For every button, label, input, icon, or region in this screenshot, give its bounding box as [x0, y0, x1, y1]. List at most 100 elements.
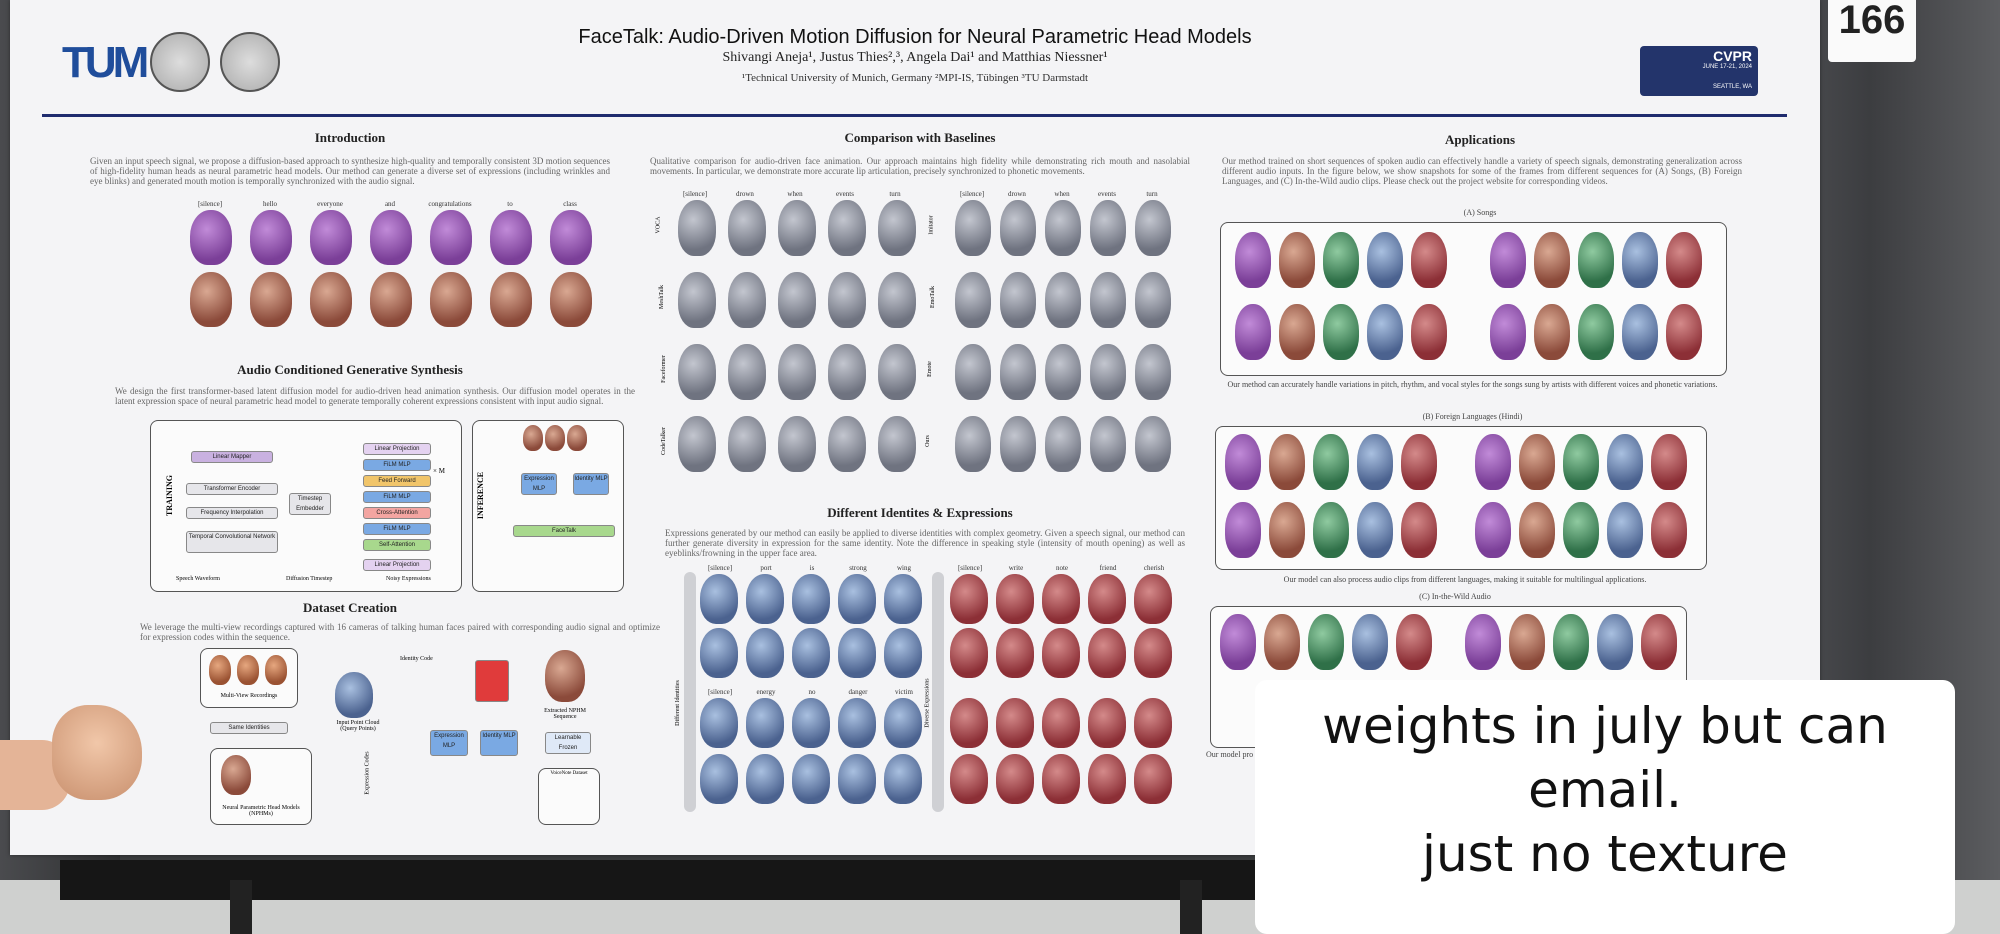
comparison-word: [silence]: [682, 190, 708, 198]
identity-mlp-block: Identity MLP: [573, 473, 609, 495]
head-render: [1563, 502, 1599, 558]
identities-title: Different Identites & Expressions: [827, 505, 1013, 520]
extracted-nphm-head: [545, 650, 585, 702]
poster-affiliations: ¹Technical University of Munich, Germany…: [741, 72, 1089, 84]
person-hand: [52, 705, 142, 800]
head-render: [678, 344, 716, 400]
film-mlp-block: FiLM MLP: [363, 523, 431, 535]
head-render: [1045, 344, 1081, 400]
comparison-word: turn: [1146, 190, 1158, 198]
head-render: [490, 210, 532, 265]
head-render: [792, 628, 830, 678]
head-render: [746, 698, 784, 748]
diverse-expressions-label: Diverse Expressions: [924, 678, 931, 728]
head-render: [878, 272, 916, 328]
head-render: [1042, 754, 1080, 804]
head-render: [1088, 698, 1126, 748]
head-render: [1000, 272, 1036, 328]
head-render: [1135, 200, 1171, 256]
head-render: [1651, 434, 1687, 490]
head-render: [550, 272, 592, 327]
introduction-title: Introduction: [314, 130, 386, 145]
head-render: [1090, 416, 1126, 472]
head-render: [996, 698, 1034, 748]
feed-forward-block: Feed Forward: [363, 475, 431, 487]
mpi-seal-icon: [150, 32, 210, 92]
head-render: [1465, 614, 1501, 670]
head-render: [1000, 344, 1036, 400]
head-render: [1269, 434, 1305, 490]
head-render: [1313, 502, 1349, 558]
head-render: [1279, 232, 1315, 288]
head-render: [1000, 416, 1036, 472]
expressions-bar: [932, 572, 944, 812]
head-render: [878, 200, 916, 256]
head-render: [1641, 614, 1677, 670]
dataset-text: We leverage the multi-view recordings ca…: [140, 622, 660, 642]
comparison-word: when: [787, 190, 803, 198]
identities-word: danger: [848, 688, 868, 696]
head-render: [1269, 502, 1305, 558]
head-render: [1367, 304, 1403, 360]
identities-word: [silence]: [707, 564, 733, 572]
head-render: [1509, 614, 1545, 670]
head-render: [1323, 232, 1359, 288]
head-render: [1534, 304, 1570, 360]
expression-mlp-block: Expression MLP: [521, 473, 557, 495]
identities-word: [silence]: [707, 688, 733, 696]
introduction-word: class: [563, 200, 577, 208]
poster-authors: Shivangi Aneja¹, Justus Thies²,³, Angela…: [722, 50, 1108, 65]
head-render: [1045, 200, 1081, 256]
voicenote-panel: VoiceNote Dataset: [538, 768, 600, 825]
comparison-text: Qualitative comparison for audio-driven …: [650, 156, 1190, 176]
head-render: [1308, 614, 1344, 670]
comparison-row-label: Emote: [926, 361, 933, 377]
head-render: [838, 698, 876, 748]
wild-caption: Our model pro: [1206, 750, 1254, 759]
cvpr-date: JUNE 17-21, 2024: [1702, 64, 1752, 70]
identities-word: strong: [849, 564, 867, 572]
head-render: [728, 200, 766, 256]
inference-head: [523, 425, 543, 451]
comparison-row-label: MeshTalk: [658, 285, 665, 309]
head-render: [1135, 416, 1171, 472]
head-render: [884, 698, 922, 748]
head-render: [370, 210, 412, 265]
dataset-title: Dataset Creation: [303, 600, 397, 615]
head-render: [1134, 628, 1172, 678]
head-render: [678, 272, 716, 328]
head-render: [955, 272, 991, 328]
diffusion-timestep-label: Diffusion Timestep: [286, 576, 333, 582]
head-render: [1088, 574, 1126, 624]
head-render: [1553, 614, 1589, 670]
head-render: [1042, 698, 1080, 748]
head-render: [1134, 574, 1172, 624]
head-render: [250, 210, 292, 265]
film-mlp-block: FiLM MLP: [363, 459, 431, 471]
head-render: [1519, 434, 1555, 490]
comparison-row-label: CodeTalker: [660, 427, 667, 455]
stand-leg: [1180, 880, 1202, 934]
wild-title: (C) In-the-Wild Audio: [1419, 592, 1491, 601]
head-render: [1563, 434, 1599, 490]
head-render: [778, 416, 816, 472]
head-render: [1490, 232, 1526, 288]
head-render: [678, 200, 716, 256]
timestep-embedder-block: Timestep Embedder: [289, 493, 331, 515]
multiview-recordings-panel: Multi-View Recordings: [200, 648, 298, 708]
head-render: [792, 754, 830, 804]
comparison-row-label: Faceformer: [660, 355, 667, 383]
identities-word: note: [1055, 564, 1069, 572]
head-render: [1411, 232, 1447, 288]
head-render: [728, 344, 766, 400]
identities-word: wing: [897, 564, 911, 572]
head-render: [1313, 434, 1349, 490]
head-render: [1534, 232, 1570, 288]
training-label: TRAINING: [164, 475, 174, 516]
identities-word: [silence]: [957, 564, 983, 572]
head-render: [310, 210, 352, 265]
inference-head: [545, 425, 565, 451]
head-render: [1475, 502, 1511, 558]
poster-title: FaceTalk: Audio-Driven Motion Diffusion …: [578, 26, 1252, 48]
head-render: [1396, 614, 1432, 670]
